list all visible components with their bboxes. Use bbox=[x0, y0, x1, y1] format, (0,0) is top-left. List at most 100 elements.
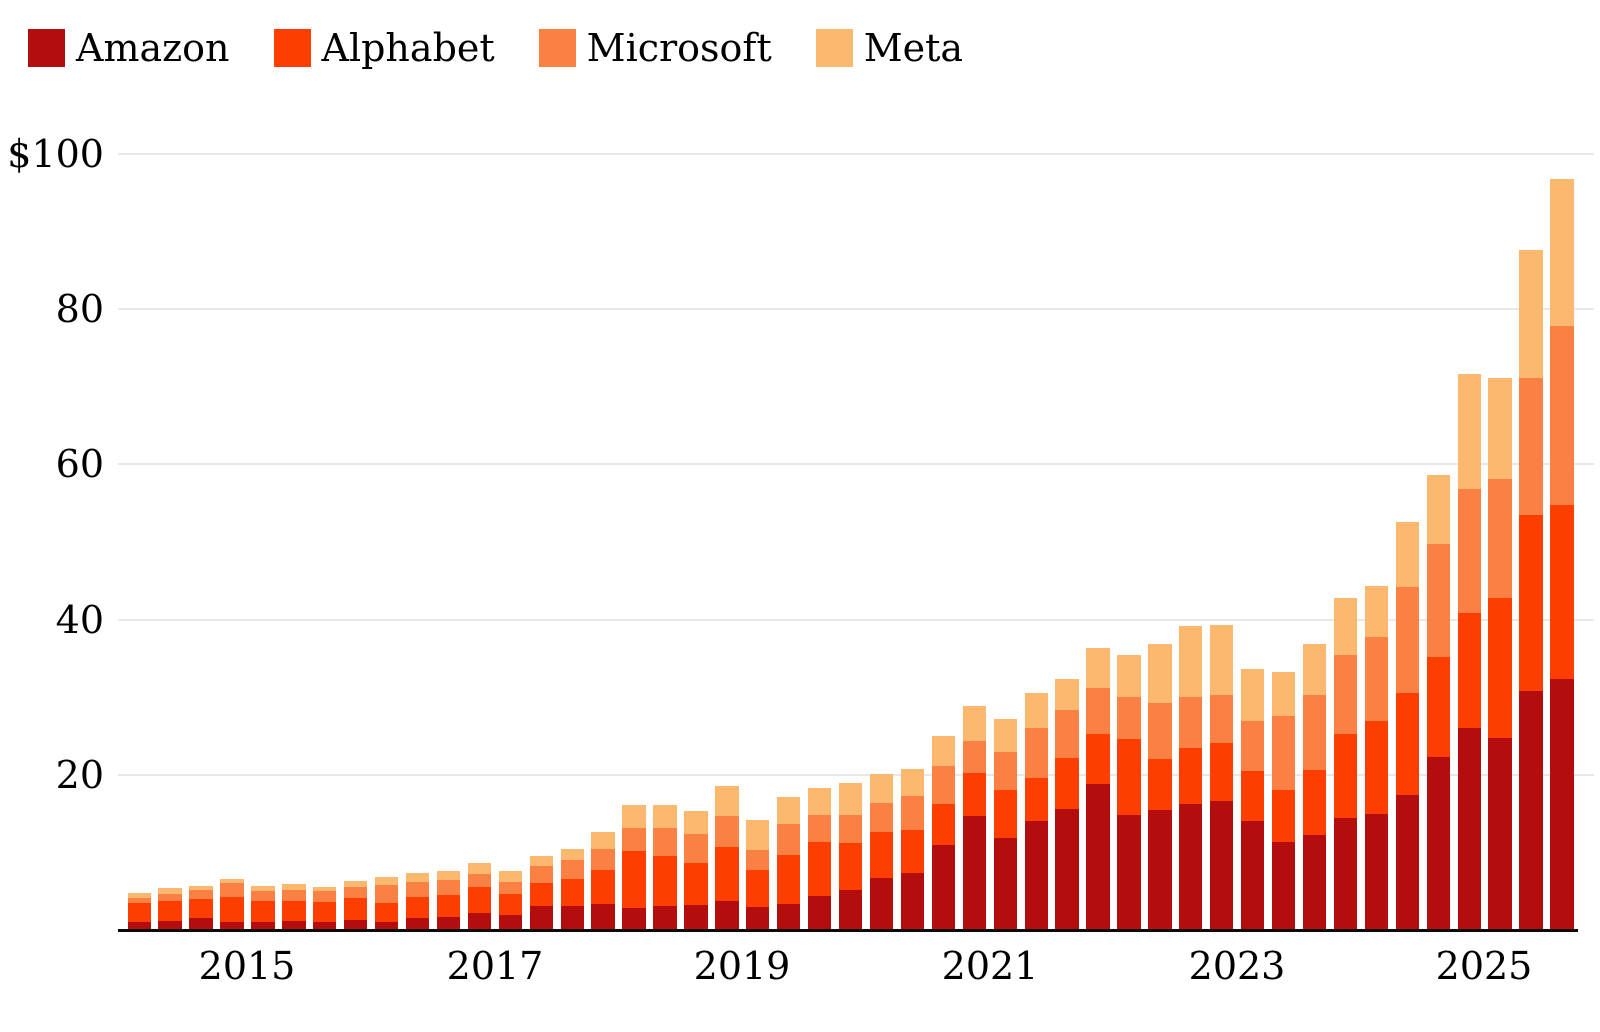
segment-microsoft bbox=[313, 891, 337, 903]
bar-2019-q3 bbox=[808, 154, 832, 930]
bar-2021-q4 bbox=[1086, 154, 1110, 930]
segment-meta bbox=[869, 774, 894, 803]
segment-meta bbox=[127, 892, 151, 899]
segment-alphabet bbox=[653, 855, 677, 906]
x-tick-2023: 2023 bbox=[1188, 944, 1286, 988]
segment-meta bbox=[344, 881, 368, 887]
segment-amazon bbox=[189, 918, 213, 930]
segment-meta bbox=[467, 862, 492, 875]
legend-label-alphabet: Alphabet bbox=[321, 26, 495, 70]
segment-amazon bbox=[869, 878, 894, 930]
segment-microsoft bbox=[684, 833, 708, 864]
segment-alphabet bbox=[808, 842, 832, 896]
segment-meta bbox=[1488, 378, 1512, 480]
segment-alphabet bbox=[436, 895, 461, 917]
segment-microsoft bbox=[962, 740, 986, 774]
gridline-20 bbox=[118, 774, 1594, 776]
y-tick-20: 20 bbox=[55, 753, 104, 797]
gridline-40 bbox=[118, 619, 1594, 621]
segment-meta bbox=[1271, 671, 1296, 716]
bar-2021-q2 bbox=[1024, 154, 1048, 930]
segment-amazon bbox=[808, 895, 832, 930]
segment-alphabet bbox=[746, 870, 770, 907]
segment-alphabet bbox=[962, 773, 986, 816]
bar-2023-q2 bbox=[1271, 154, 1296, 930]
gridline-60 bbox=[118, 463, 1594, 465]
segment-meta bbox=[189, 885, 213, 890]
segment-meta bbox=[1550, 178, 1574, 326]
segment-amazon bbox=[1395, 795, 1419, 930]
segment-amazon bbox=[560, 905, 584, 930]
bar-2015-q2 bbox=[282, 154, 306, 930]
segment-microsoft bbox=[869, 802, 894, 833]
segment-alphabet bbox=[1086, 734, 1110, 785]
x-tick-2025: 2025 bbox=[1435, 944, 1533, 988]
segment-microsoft bbox=[498, 881, 523, 894]
segment-microsoft bbox=[158, 894, 182, 901]
bar-2024-q4 bbox=[1457, 154, 1481, 930]
segment-microsoft bbox=[560, 860, 584, 879]
legend-item-amazon: Amazon bbox=[28, 26, 230, 70]
plot-area bbox=[118, 154, 1594, 930]
bar-2024-q3 bbox=[1426, 154, 1450, 930]
segment-microsoft bbox=[591, 849, 615, 870]
segment-alphabet bbox=[1179, 747, 1203, 804]
bar-2014-q3 bbox=[189, 154, 213, 930]
segment-alphabet bbox=[158, 900, 182, 921]
bar-2019-q4 bbox=[838, 154, 863, 930]
bar-2023-q1 bbox=[1241, 154, 1265, 930]
x-tick-2015: 2015 bbox=[198, 944, 296, 988]
segment-alphabet bbox=[1333, 733, 1358, 819]
segment-alphabet bbox=[1241, 770, 1265, 821]
segment-amazon bbox=[1302, 834, 1327, 930]
segment-alphabet bbox=[838, 843, 863, 891]
segment-microsoft bbox=[344, 886, 368, 899]
segment-meta bbox=[158, 888, 182, 895]
segment-alphabet bbox=[282, 901, 306, 921]
segment-amazon bbox=[436, 916, 461, 930]
segment-amazon bbox=[467, 912, 492, 930]
segment-amazon bbox=[1117, 815, 1141, 930]
segment-microsoft bbox=[838, 815, 863, 844]
segment-meta bbox=[684, 810, 708, 834]
segment-microsoft bbox=[1395, 587, 1419, 694]
segment-microsoft bbox=[374, 885, 399, 903]
segment-meta bbox=[1179, 625, 1203, 698]
segment-meta bbox=[900, 768, 925, 796]
segment-microsoft bbox=[1302, 694, 1327, 771]
segment-microsoft bbox=[777, 823, 801, 855]
bar-2019-q1 bbox=[746, 154, 770, 930]
segment-amazon bbox=[1055, 808, 1079, 930]
segment-alphabet bbox=[220, 896, 244, 922]
segment-alphabet bbox=[1117, 739, 1141, 816]
segment-alphabet bbox=[1426, 656, 1450, 757]
segment-amazon bbox=[158, 920, 182, 930]
x-tick-2019: 2019 bbox=[693, 944, 791, 988]
bar-2020-q3 bbox=[931, 154, 956, 930]
segment-alphabet bbox=[1055, 757, 1079, 809]
segment-amazon bbox=[1148, 809, 1172, 930]
segment-meta bbox=[1333, 597, 1358, 656]
bar-2017-q3 bbox=[560, 154, 584, 930]
bar-2024-q2 bbox=[1395, 154, 1419, 930]
segment-amazon bbox=[220, 921, 244, 930]
segment-alphabet bbox=[560, 878, 584, 906]
segment-meta bbox=[436, 871, 461, 881]
segment-amazon bbox=[591, 903, 615, 930]
segment-amazon bbox=[684, 905, 708, 930]
bar-2022-q2 bbox=[1148, 154, 1172, 930]
segment-alphabet bbox=[1148, 758, 1172, 810]
y-tick-40: 40 bbox=[55, 598, 104, 642]
segment-amazon bbox=[313, 922, 337, 930]
bar-2016-q3 bbox=[436, 154, 461, 930]
bar-2014-q2 bbox=[158, 154, 182, 930]
segment-amazon bbox=[1519, 691, 1543, 930]
bar-2020-q4 bbox=[962, 154, 986, 930]
segment-microsoft bbox=[1148, 702, 1172, 759]
segment-microsoft bbox=[808, 815, 832, 843]
segment-amazon bbox=[962, 815, 986, 930]
segment-microsoft bbox=[1333, 655, 1358, 734]
segment-amazon bbox=[374, 921, 399, 930]
segment-microsoft bbox=[622, 827, 646, 851]
